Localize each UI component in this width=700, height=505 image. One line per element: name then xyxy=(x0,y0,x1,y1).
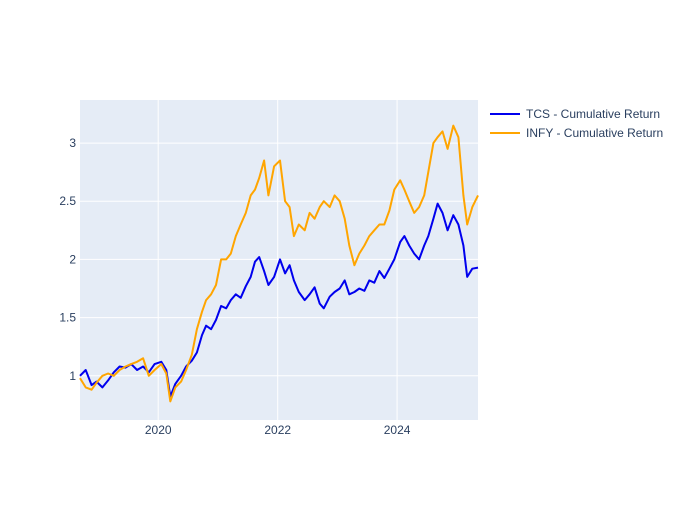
axis-labels: 1 1.5 2 2.5 3 2020 2022 2024 xyxy=(59,136,410,437)
legend-label: INFY - Cumulative Return xyxy=(526,126,663,140)
series-lines xyxy=(79,124,479,403)
y-tick-label: 2 xyxy=(69,252,76,266)
y-tick-label: 1 xyxy=(69,369,76,383)
legend[interactable]: TCS - Cumulative Return INFY - Cumulative… xyxy=(490,107,663,140)
series-line-tcs xyxy=(79,202,479,398)
y-tick-label: 2.5 xyxy=(59,194,76,208)
x-tick-label: 2020 xyxy=(145,423,172,437)
x-tick-label: 2022 xyxy=(264,423,291,437)
series-line-infy xyxy=(79,124,479,403)
y-tick-label: 3 xyxy=(69,136,76,150)
legend-label: TCS - Cumulative Return xyxy=(526,107,660,121)
legend-item-tcs[interactable]: TCS - Cumulative Return xyxy=(490,107,660,121)
x-tick-label: 2024 xyxy=(384,423,411,437)
legend-item-infy[interactable]: INFY - Cumulative Return xyxy=(490,126,663,140)
y-tick-label: 1.5 xyxy=(59,311,76,325)
